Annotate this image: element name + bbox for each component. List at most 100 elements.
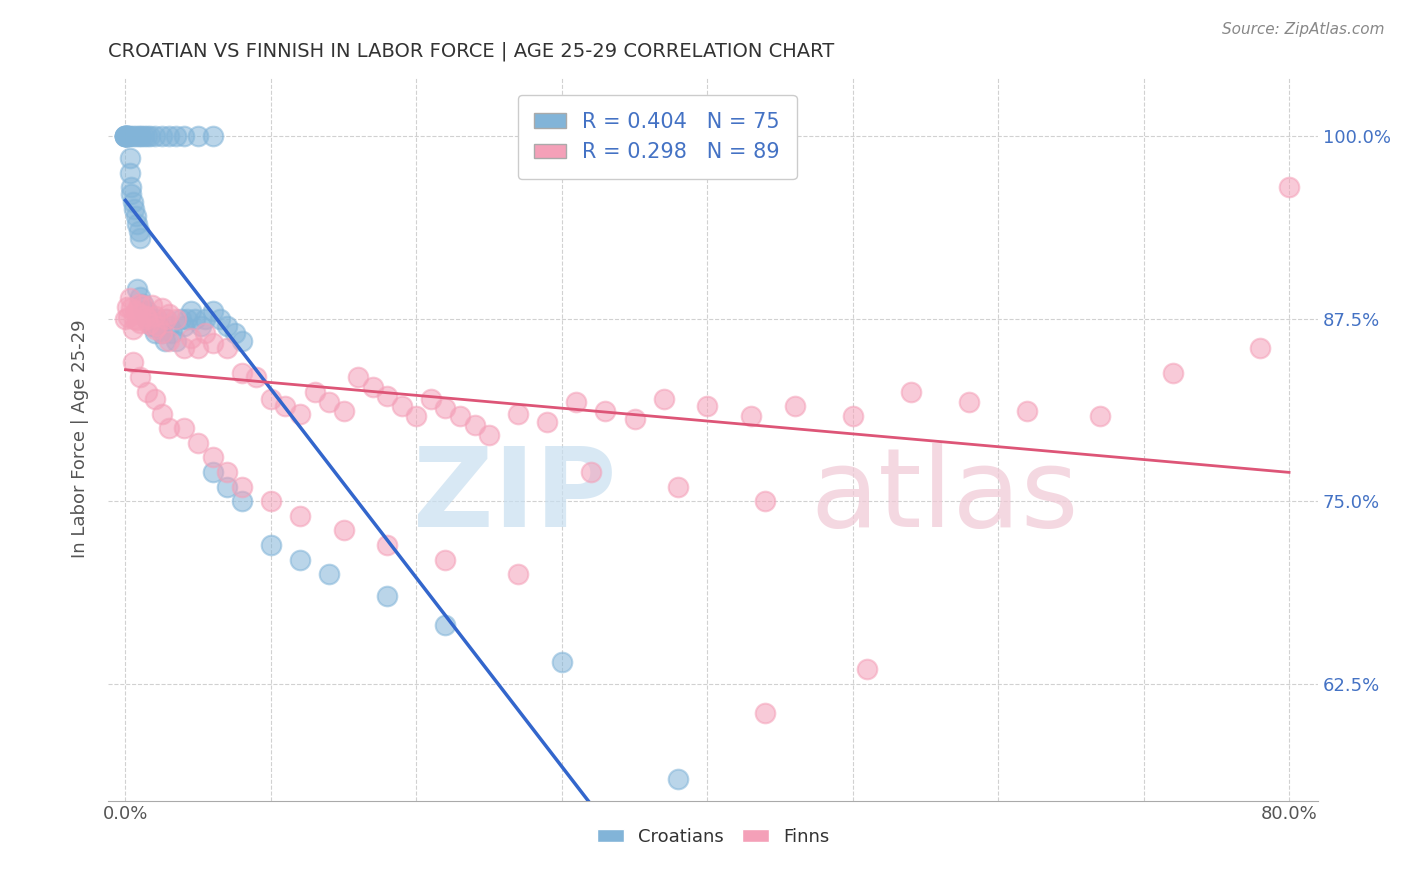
Point	[217, 318, 239, 333]
Point	[434, 552, 457, 566]
Text: Source: ZipAtlas.com: Source: ZipAtlas.com	[1222, 22, 1385, 37]
Point	[125, 282, 148, 296]
Point	[129, 307, 152, 321]
Point	[180, 304, 202, 318]
Point	[153, 334, 176, 348]
Point	[141, 318, 163, 333]
Point	[318, 567, 340, 582]
Point	[754, 494, 776, 508]
Point	[245, 370, 267, 384]
Point	[115, 300, 138, 314]
Point	[114, 128, 136, 143]
Point	[143, 322, 166, 336]
Point	[176, 311, 198, 326]
Point	[125, 313, 148, 327]
Point	[117, 310, 139, 325]
Point	[508, 407, 530, 421]
Point	[132, 298, 155, 312]
Point	[114, 128, 136, 143]
Point	[124, 128, 146, 143]
Point	[332, 403, 354, 417]
Point	[118, 291, 141, 305]
Point	[1088, 409, 1111, 424]
Point	[318, 395, 340, 409]
Point	[173, 421, 195, 435]
Point	[783, 399, 806, 413]
Point	[579, 465, 602, 479]
Point	[131, 128, 153, 143]
Point	[136, 304, 159, 318]
Legend: Croatians, Finns: Croatians, Finns	[589, 821, 837, 853]
Point	[136, 311, 159, 326]
Point	[150, 407, 173, 421]
Point	[449, 409, 471, 424]
Point	[187, 341, 209, 355]
Point	[160, 326, 183, 341]
Point	[180, 330, 202, 344]
Point	[120, 301, 142, 316]
Point	[134, 128, 156, 143]
Point	[120, 187, 142, 202]
Point	[118, 151, 141, 165]
Point	[121, 128, 143, 143]
Point	[150, 326, 173, 341]
Point	[165, 311, 187, 326]
Point	[231, 494, 253, 508]
Point	[143, 128, 166, 143]
Point	[114, 128, 136, 143]
Point	[150, 128, 173, 143]
Point	[434, 618, 457, 632]
Point	[194, 326, 217, 341]
Point	[1249, 341, 1271, 355]
Point	[115, 128, 138, 143]
Point	[150, 301, 173, 316]
Point	[231, 366, 253, 380]
Point	[118, 128, 141, 143]
Point	[201, 450, 224, 465]
Point	[187, 128, 209, 143]
Point	[260, 538, 283, 552]
Point	[173, 318, 195, 333]
Point	[157, 334, 180, 348]
Text: atlas: atlas	[810, 443, 1078, 550]
Point	[121, 322, 143, 336]
Point	[375, 538, 398, 552]
Point	[224, 326, 246, 341]
Point	[288, 508, 311, 523]
Point	[141, 298, 163, 312]
Point	[391, 399, 413, 413]
Point	[217, 465, 239, 479]
Point	[217, 341, 239, 355]
Point	[148, 318, 170, 333]
Point	[623, 412, 645, 426]
Point	[115, 128, 138, 143]
Point	[405, 409, 427, 424]
Point	[143, 309, 166, 323]
Point	[120, 180, 142, 194]
Point	[1161, 366, 1184, 380]
Point	[125, 217, 148, 231]
Point	[841, 409, 863, 424]
Point	[666, 772, 689, 786]
Point	[157, 307, 180, 321]
Point	[136, 384, 159, 399]
Point	[957, 395, 980, 409]
Point	[184, 311, 207, 326]
Point	[666, 479, 689, 493]
Point	[114, 311, 136, 326]
Point	[155, 311, 177, 326]
Point	[129, 316, 152, 330]
Point	[128, 297, 150, 311]
Point	[274, 399, 297, 413]
Point	[114, 128, 136, 143]
Point	[129, 370, 152, 384]
Point	[143, 392, 166, 406]
Point	[231, 334, 253, 348]
Point	[143, 318, 166, 333]
Point	[434, 401, 457, 415]
Point	[117, 128, 139, 143]
Point	[856, 662, 879, 676]
Point	[536, 415, 558, 429]
Text: ZIP: ZIP	[413, 443, 616, 550]
Point	[478, 428, 501, 442]
